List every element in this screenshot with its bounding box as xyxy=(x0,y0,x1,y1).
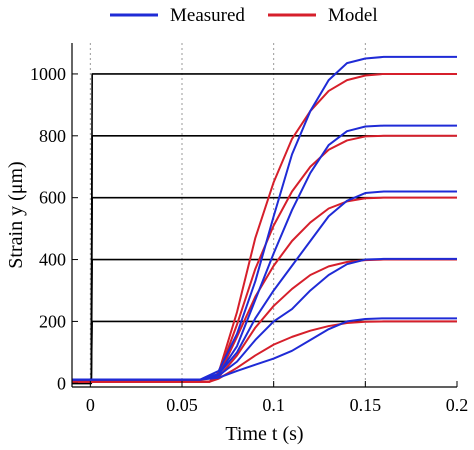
y-tick-label: 1000 xyxy=(30,64,66,84)
y-tick-label: 600 xyxy=(39,188,66,208)
y-tick-label: 400 xyxy=(39,250,66,270)
x-tick-label: 0 xyxy=(86,395,95,415)
reference-line-3 xyxy=(72,196,457,385)
legend: Measured Model xyxy=(110,5,378,26)
measured-line-4 xyxy=(72,55,457,381)
measured-line-5 xyxy=(72,317,457,381)
y-tick-label: 200 xyxy=(39,311,66,331)
measured-line-3 xyxy=(72,124,457,381)
model-line-5 xyxy=(72,72,457,383)
x-tick-label: 0.2 xyxy=(446,395,469,415)
plot-area xyxy=(72,55,457,385)
model-legend-label: Model xyxy=(328,5,378,26)
measured-line-2 xyxy=(72,190,457,381)
y-tick-label: 800 xyxy=(39,126,66,146)
x-axis-label: Time t (s) xyxy=(225,423,303,445)
y-tick-label: 0 xyxy=(57,373,66,393)
y-axis-label: Strain y (μm) xyxy=(5,161,27,268)
axes: 0 200 400 600 800 1000 0 0.05 0.1 0.15 0.2 xyxy=(30,43,468,415)
measured-line-1 xyxy=(72,257,457,381)
model-line-3 xyxy=(72,196,457,383)
x-tick-label: 0.15 xyxy=(350,395,382,415)
x-tick-label: 0.05 xyxy=(166,395,198,415)
x-tick-label: 0.1 xyxy=(262,395,285,415)
reference-line-5 xyxy=(72,73,457,385)
measured-legend-label: Measured xyxy=(170,5,245,26)
